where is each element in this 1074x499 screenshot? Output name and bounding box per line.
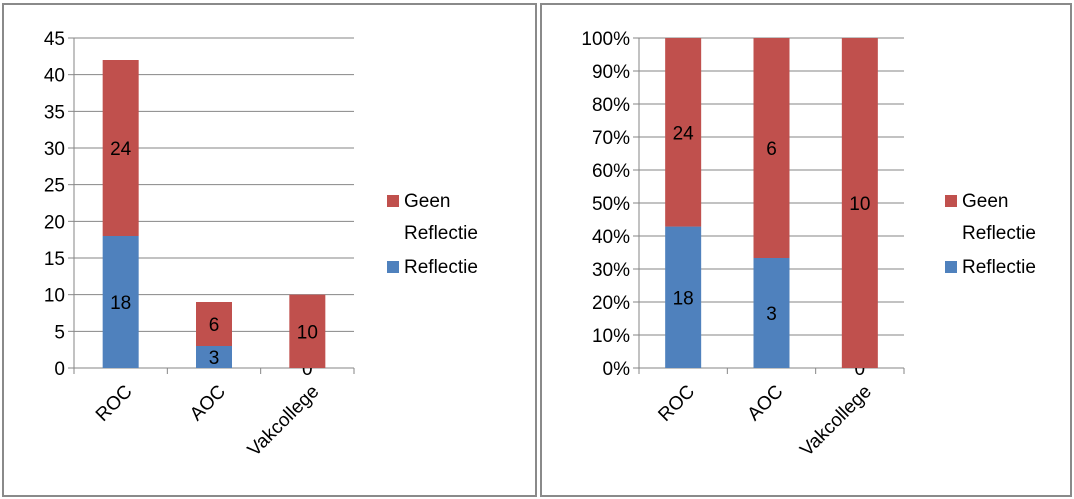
y-tick-label: 40 (44, 66, 65, 87)
x-category-label: Vakcollege (796, 381, 876, 461)
data-label: 6 (209, 315, 220, 336)
stacked-bar-chart-counts: 0 5 10 15 20 25 30 35 40 45 18 24 ROC 3 6 AOC 0 10 Vakcoll… (44, 29, 478, 461)
data-label: 24 (110, 139, 132, 160)
x-category-label: Vakcollege (244, 381, 324, 461)
y-tick-label: 30% (592, 260, 630, 281)
y-tick-label: 35 (44, 102, 65, 123)
bar-segment (289, 294, 326, 368)
data-label: 6 (766, 139, 777, 160)
y-tick-label: 10% (592, 326, 630, 347)
y-tick-label: 30 (44, 139, 65, 160)
legend-swatch-geen-reflectie (387, 195, 399, 207)
legend-swatch-geen-reflectie (945, 195, 957, 207)
chart-panel-percent: 0% 10% 20% 30% 40% 50% 60% 70% 80% 90% 100% 18 24 ROC… (540, 3, 1072, 497)
bar-segment (665, 38, 702, 227)
bar-segment (196, 302, 232, 346)
legend-label-reflectie: Reflectie (962, 257, 1036, 278)
bar-segment (102, 60, 139, 236)
data-label: 18 (110, 293, 131, 314)
y-tick-label: 0% (603, 359, 631, 380)
data-label: 10 (849, 194, 870, 215)
bar-segment (841, 38, 878, 368)
y-tick-label: 60% (592, 161, 630, 182)
legend-swatch-reflectie (387, 261, 399, 273)
x-category-label: ROC (92, 381, 137, 426)
y-tick-label: 5 (54, 322, 65, 343)
legend-label-geen-reflectie: Geen (962, 191, 1008, 212)
y-tick-label: 70% (592, 128, 630, 149)
y-tick-label: 25 (44, 176, 65, 197)
stacked-bar-chart-percent: 0% 10% 20% 30% 40% 50% 60% 70% 80% 90% 100% 18 24 ROC… (581, 29, 1036, 461)
x-category-label: ROC (654, 381, 699, 426)
y-tick-label: 90% (592, 62, 630, 83)
legend-label-reflectie: Reflectie (404, 257, 478, 278)
bar-segment (665, 226, 702, 368)
bar-segment (753, 38, 790, 258)
bar-segment (753, 258, 790, 368)
data-label: 3 (766, 304, 777, 325)
y-tick-label: 50% (592, 194, 630, 215)
y-tick-label: 100% (581, 29, 630, 50)
legend: Geen Reflectie Reflectie (945, 191, 1036, 278)
chart-panel-absolute: 0 5 10 15 20 25 30 35 40 45 18 24 ROC 3 6 AOC 0 10 Vakcoll… (2, 3, 537, 497)
data-label: 18 (673, 288, 694, 309)
y-tick-label: 80% (592, 95, 630, 116)
data-label: 10 (297, 322, 318, 343)
legend-label-geen-reflectie-line2: Reflectie (404, 223, 478, 244)
data-label: 24 (673, 123, 695, 144)
legend-label-geen-reflectie: Geen (404, 191, 450, 212)
y-tick-label: 10 (44, 286, 65, 307)
bar-segment (102, 236, 139, 368)
x-category-label: AOC (186, 381, 230, 425)
y-tick-label: 20% (592, 293, 630, 314)
y-tick-label: 0 (54, 359, 65, 380)
y-tick-label: 40% (592, 227, 630, 248)
y-tick-label: 45 (44, 29, 65, 50)
legend-label-geen-reflectie-line2: Reflectie (962, 223, 1036, 244)
bar-segment (196, 346, 232, 368)
data-label: 0 (302, 359, 313, 380)
y-tick-label: 15 (44, 249, 65, 270)
data-label: 3 (209, 348, 220, 369)
x-category-label: AOC (744, 381, 788, 425)
legend-swatch-reflectie (945, 261, 957, 273)
data-label: 0 (855, 359, 866, 380)
legend: Geen Reflectie Reflectie (387, 191, 478, 278)
y-tick-label: 20 (44, 212, 65, 233)
